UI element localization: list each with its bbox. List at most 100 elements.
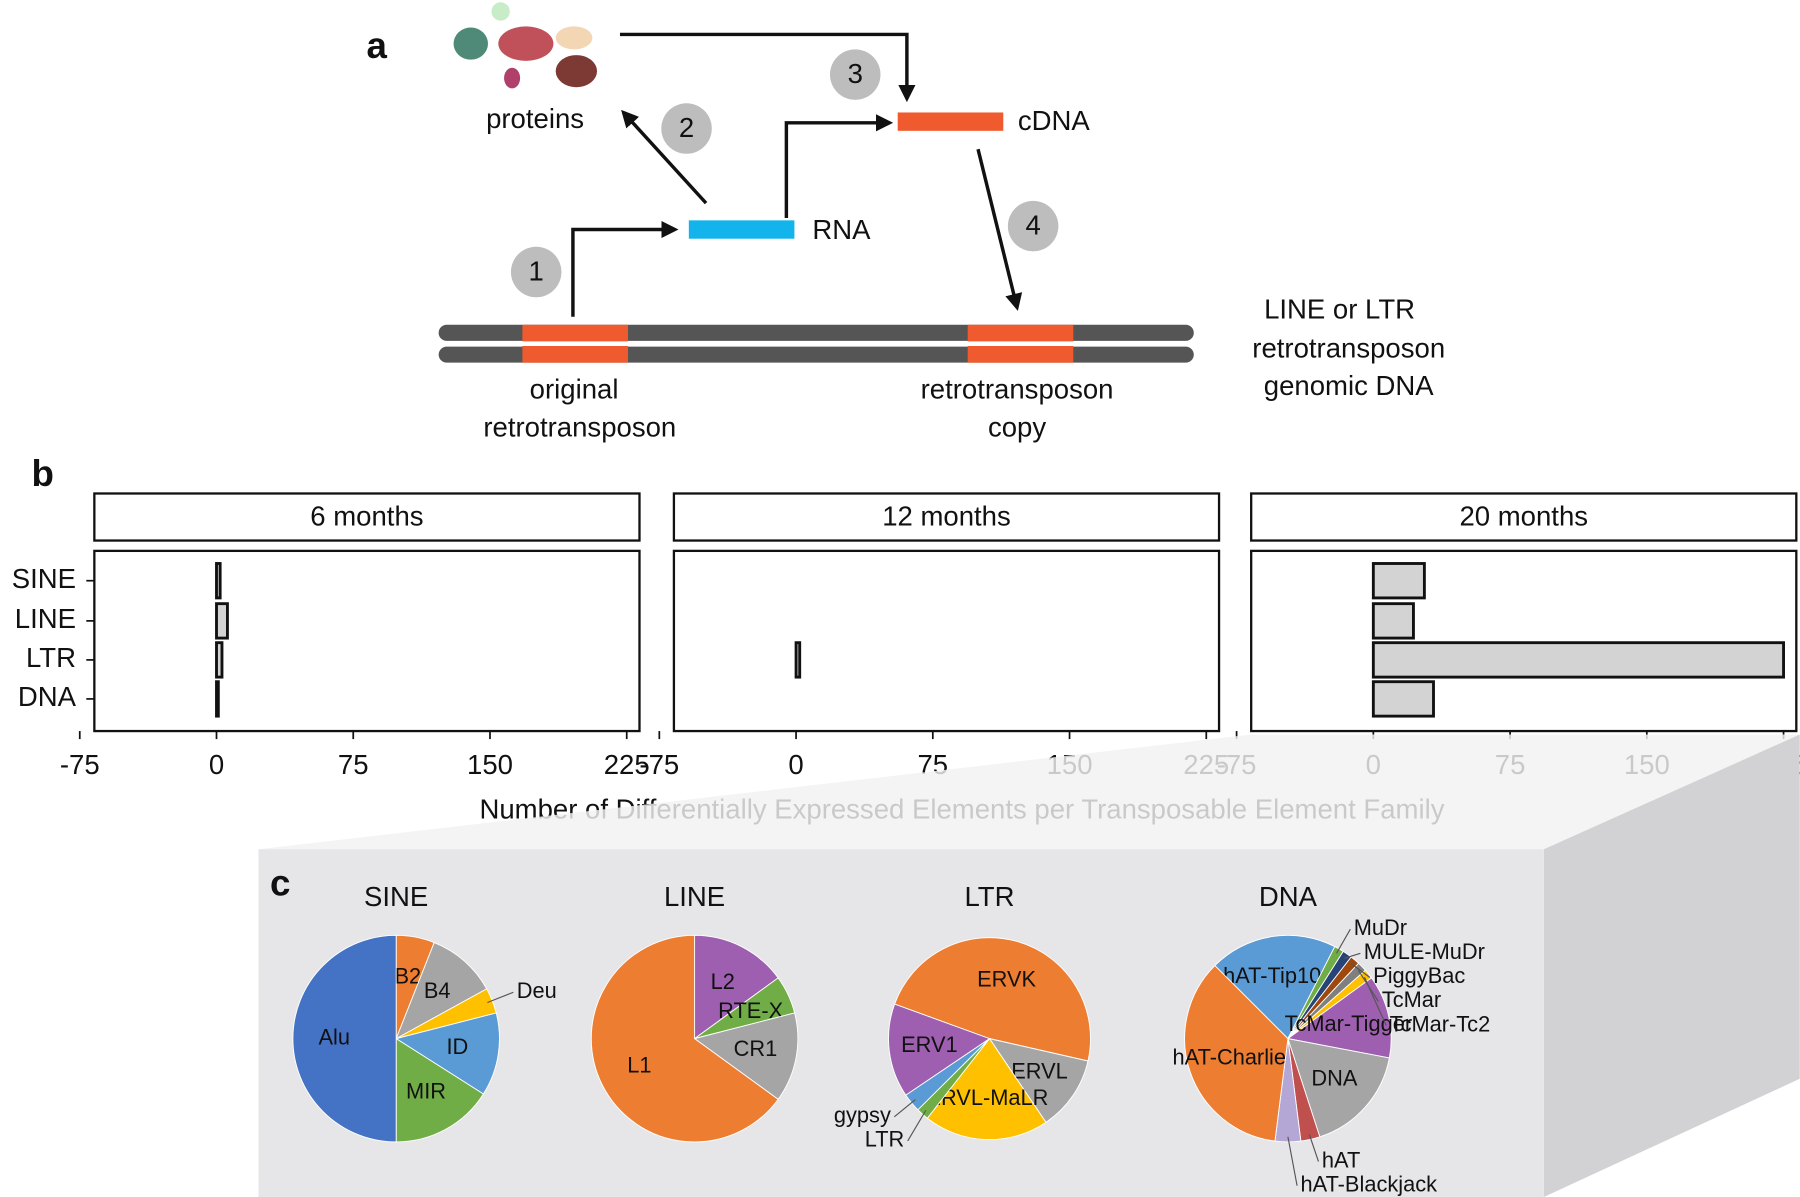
step-circle (829, 49, 881, 100)
panel-label: a (366, 25, 387, 66)
box-top (258, 734, 1800, 850)
pie-slice (395, 941, 488, 1040)
slice-label: LTR (865, 1127, 905, 1152)
bar (1371, 602, 1415, 640)
slice-label: CR1 (734, 1036, 778, 1061)
plot-frame (1250, 549, 1798, 733)
slice-label: TcMar-Tc2 (1390, 1011, 1491, 1036)
protein-icons (453, 2, 598, 89)
leader-line (1351, 963, 1371, 978)
panel-label: c (270, 863, 290, 904)
pie-slice (693, 1012, 799, 1100)
slice-label: TcMar (1382, 987, 1441, 1012)
slice-label: L2 (711, 969, 735, 994)
bar (794, 641, 802, 679)
slice-label: ERVK (977, 966, 1036, 991)
leader-line (893, 1099, 916, 1118)
rna-bar (688, 220, 795, 239)
slice-label: L1 (627, 1053, 651, 1078)
step-number: 1 (529, 255, 544, 286)
diagram-label: proteins (486, 103, 584, 134)
step-circle (1007, 200, 1059, 252)
diagram-label: LINE or LTR (1264, 293, 1415, 324)
bar (215, 562, 222, 600)
slice-label: hAT (1322, 1147, 1360, 1172)
leader-line (1363, 977, 1387, 1026)
arrow (976, 148, 1023, 311)
panel-c: SINEB2B4IDMIRAluDeuLINEL2RTE-XCR1L1LTRER… (292, 881, 1491, 1196)
slice-label: DNA (1311, 1065, 1357, 1090)
arrow (571, 220, 679, 317)
leader-line (1308, 1134, 1320, 1162)
genomic-dna (438, 324, 1194, 363)
diagram-label: retrotransposon (483, 412, 676, 443)
facet-title: 6 months (310, 500, 423, 531)
facet-title: 20 months (1459, 500, 1588, 531)
step-number: 3 (848, 58, 863, 89)
slice-label: Alu (318, 1024, 350, 1049)
pie-slice (894, 937, 1091, 1062)
x-tick-label: 75 (338, 749, 369, 780)
step-number: 4 (1025, 210, 1040, 241)
diagram-label: retrotransposon (1252, 332, 1445, 363)
pie-slice (1287, 1038, 1390, 1138)
pie-slice (988, 1037, 1089, 1123)
slice-label: ERV1 (901, 1032, 958, 1057)
slice-label: gypsy (834, 1103, 891, 1128)
leader-line (907, 1110, 927, 1142)
slice-label: ERVL (1011, 1059, 1068, 1084)
y-tick-label: DNA (18, 681, 77, 712)
y-tick-label: SINE (12, 563, 76, 594)
slice-label: TcMar-Tigger (1285, 1011, 1413, 1036)
x-tick-label: 150 (467, 749, 513, 780)
leader-line (1344, 952, 1361, 959)
slice-label: hAT-Blackjack (1301, 1171, 1438, 1196)
bar (1371, 641, 1785, 679)
slice-label: Deu (517, 978, 557, 1003)
strip (93, 492, 641, 542)
bar (215, 680, 220, 718)
box-side (1543, 734, 1800, 1197)
slice-label: B4 (424, 978, 451, 1003)
diagram-label: genomic DNA (1264, 370, 1434, 401)
pie-slice (1286, 977, 1392, 1059)
diagram-label: retrotransposon (921, 374, 1114, 405)
pie-slice (395, 1037, 485, 1143)
x-tick-label: -75 (60, 749, 100, 780)
panel-label: b (31, 453, 53, 494)
step-number: 2 (679, 112, 694, 143)
leader-line (487, 991, 514, 1004)
slice-label: hAT-Charlie (1173, 1044, 1286, 1069)
x-tick-label: 0 (788, 749, 803, 780)
step-circle (510, 246, 562, 298)
strip (1250, 492, 1798, 542)
pie-slice (395, 1012, 500, 1095)
facet-title: 12 months (882, 500, 1011, 531)
pie-title: LINE (664, 881, 725, 912)
pie-title: SINE (364, 881, 428, 912)
y-tick-label: LTR (26, 642, 76, 673)
arrow (784, 114, 894, 219)
bar (1371, 680, 1435, 718)
arrow (619, 32, 916, 103)
diagram-label: original (530, 374, 619, 405)
slice-label: MuDr (1354, 915, 1407, 940)
slice-label: MIR (406, 1079, 446, 1104)
diagram-label: copy (988, 412, 1046, 443)
step-circle (661, 103, 712, 154)
pie-slice (1184, 964, 1289, 1142)
cdna-bar (897, 112, 1004, 131)
bar (215, 641, 224, 679)
diagram-label: cDNA (1018, 105, 1091, 136)
y-tick-label: LINE (15, 603, 76, 634)
pie-slice (1214, 934, 1336, 1040)
slice-label: MULE-MuDr (1364, 939, 1485, 964)
bar (215, 602, 229, 640)
pie-slice (926, 1037, 1047, 1141)
slice-label: B2 (394, 964, 421, 989)
slice-label: ID (446, 1034, 468, 1059)
pie-slice (590, 934, 779, 1143)
x-tick-label: 0 (209, 749, 224, 780)
